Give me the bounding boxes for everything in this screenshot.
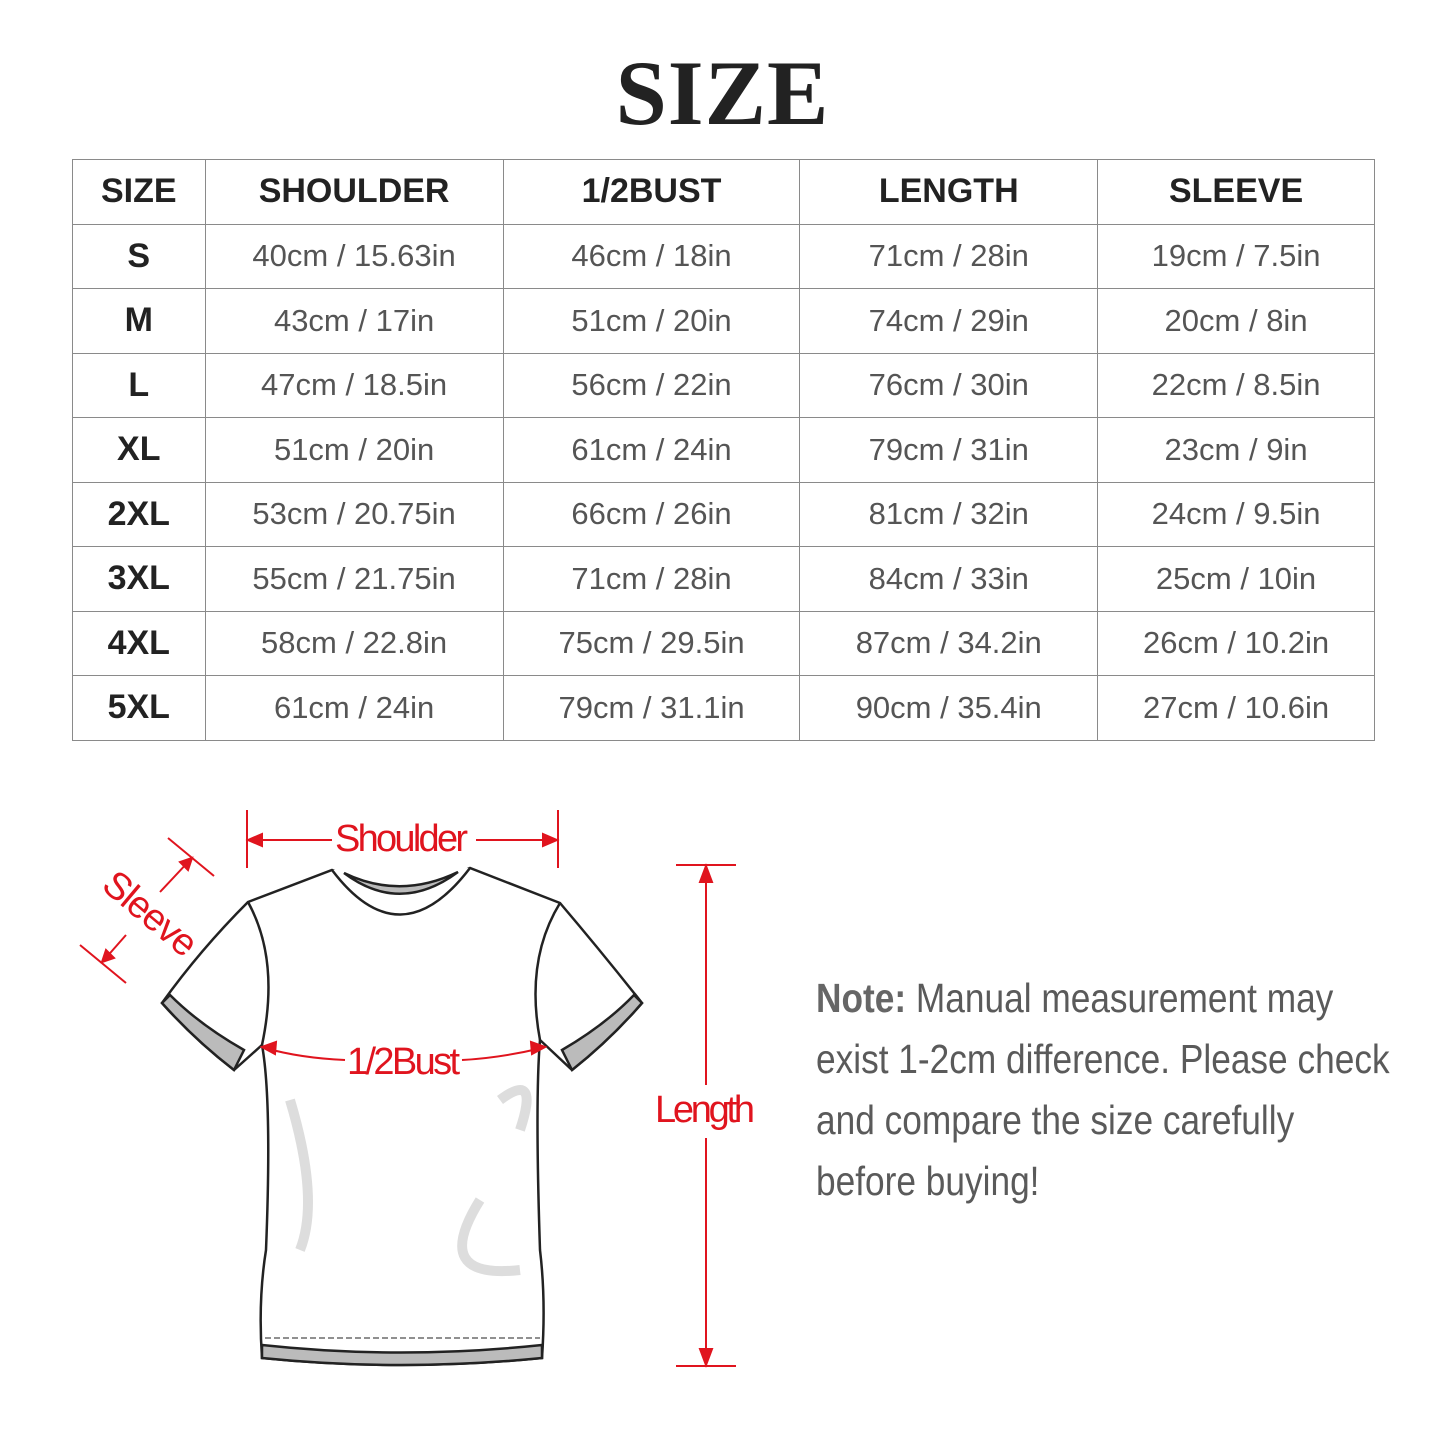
measurement-cell: 25cm / 10in xyxy=(1097,546,1375,612)
size-cell: S xyxy=(72,223,206,289)
column-header: SLEEVE xyxy=(1097,159,1375,225)
measurement-cell: 56cm / 22in xyxy=(502,352,801,418)
measurement-cell: 26cm / 10.2in xyxy=(1097,610,1375,676)
measurement-cell: 90cm / 35.4in xyxy=(799,675,1099,741)
sleeve-label: Sleeve xyxy=(94,863,205,966)
column-header: 1/2BUST xyxy=(502,159,801,225)
size-cell: 3XL xyxy=(72,546,206,612)
table-row: 2XL 53cm / 20.75in 66cm / 26in 81cm / 32in 2… xyxy=(72,481,1375,547)
shoulder-label: Shoulder xyxy=(335,818,468,860)
measurement-cell: 58cm / 22.8in xyxy=(204,610,504,676)
length-label: Length xyxy=(655,1089,755,1131)
measurement-cell: 81cm / 32in xyxy=(799,481,1099,547)
size-cell: 2XL xyxy=(72,481,206,547)
table-row: 5XL 61cm / 24in 79cm / 31.1in 90cm / 35.4in… xyxy=(72,675,1375,741)
measurement-cell: 27cm / 10.6in xyxy=(1097,675,1375,741)
column-header: SHOULDER xyxy=(204,159,504,225)
measurement-cell: 23cm / 9in xyxy=(1097,417,1375,483)
measurement-cell: 51cm / 20in xyxy=(204,417,504,483)
measurement-cell: 20cm / 8in xyxy=(1097,288,1375,354)
measurement-cell: 61cm / 24in xyxy=(204,675,504,741)
measurement-cell: 22cm / 8.5in xyxy=(1097,352,1375,418)
measurement-cell: 84cm / 33in xyxy=(799,546,1099,612)
column-header: LENGTH xyxy=(799,159,1099,225)
measurement-cell: 40cm / 15.63in xyxy=(204,223,504,289)
measurement-cell: 87cm / 34.2in xyxy=(799,610,1099,676)
measurement-cell: 61cm / 24in xyxy=(502,417,801,483)
measurement-cell: 74cm / 29in xyxy=(799,288,1099,354)
table-row: 3XL 55cm / 21.75in 71cm / 28in 84cm / 33in 2… xyxy=(72,546,1375,612)
measurement-cell: 76cm / 30in xyxy=(799,352,1099,418)
tshirt-illustration xyxy=(160,866,644,1367)
measurement-cell: 24cm / 9.5in xyxy=(1097,481,1375,547)
measurement-lines xyxy=(79,810,736,1368)
table-row: M 43cm / 17in 51cm / 20in 74cm / 29in 20cm /… xyxy=(72,288,1375,354)
measurement-cell: 79cm / 31in xyxy=(799,417,1099,483)
tshirt-diagram: Shoulder Sleeve 1/2Bust Length xyxy=(79,810,755,1368)
measurement-cell: 46cm / 18in xyxy=(502,223,801,289)
measurement-cell: 19cm / 7.5in xyxy=(1097,223,1375,289)
measurement-cell: 71cm / 28in xyxy=(799,223,1099,289)
table-row: 4XL 58cm / 22.8in 75cm / 29.5in 87cm / 34.2… xyxy=(72,610,1375,676)
size-cell: 4XL xyxy=(72,610,206,676)
measurement-cell: 79cm / 31.1in xyxy=(502,675,801,741)
table-header-row: SIZE SHOULDER 1/2BUST LENGTH SLEEVE xyxy=(72,159,1375,225)
measurement-cell: 66cm / 26in xyxy=(502,481,801,547)
measurement-cell: 71cm / 28in xyxy=(502,546,801,612)
size-cell: L xyxy=(72,352,206,418)
measurement-cell: 43cm / 17in xyxy=(204,288,504,354)
size-table: SIZE SHOULDER 1/2BUST LENGTH SLEEVE S 40cm / … xyxy=(72,159,1375,741)
note-text: Note: Manual measurement may exist 1-2cm… xyxy=(816,968,1392,1212)
page-title: SIZE xyxy=(615,42,830,144)
measurement-cell: 51cm / 20in xyxy=(502,288,801,354)
bust-label: 1/2Bust xyxy=(347,1041,460,1083)
column-header: SIZE xyxy=(72,159,206,225)
note-label: Note: xyxy=(816,975,907,1021)
measurement-cell: 75cm / 29.5in xyxy=(502,610,801,676)
size-cell: XL xyxy=(72,417,206,483)
size-cell: M xyxy=(72,288,206,354)
table-row: S 40cm / 15.63in 46cm / 18in 71cm / 28in 19c… xyxy=(72,223,1375,289)
size-cell: 5XL xyxy=(72,675,206,741)
measurement-cell: 47cm / 18.5in xyxy=(204,352,504,418)
note-body: Manual measurement may exist 1-2cm diffe… xyxy=(816,975,1390,1204)
measurement-cell: 53cm / 20.75in xyxy=(204,481,504,547)
table-row: L 47cm / 18.5in 56cm / 22in 76cm / 30in 22cm… xyxy=(72,352,1375,418)
measurement-cell: 55cm / 21.75in xyxy=(204,546,504,612)
table-row: XL 51cm / 20in 61cm / 24in 79cm / 31in 23cm … xyxy=(72,417,1375,483)
